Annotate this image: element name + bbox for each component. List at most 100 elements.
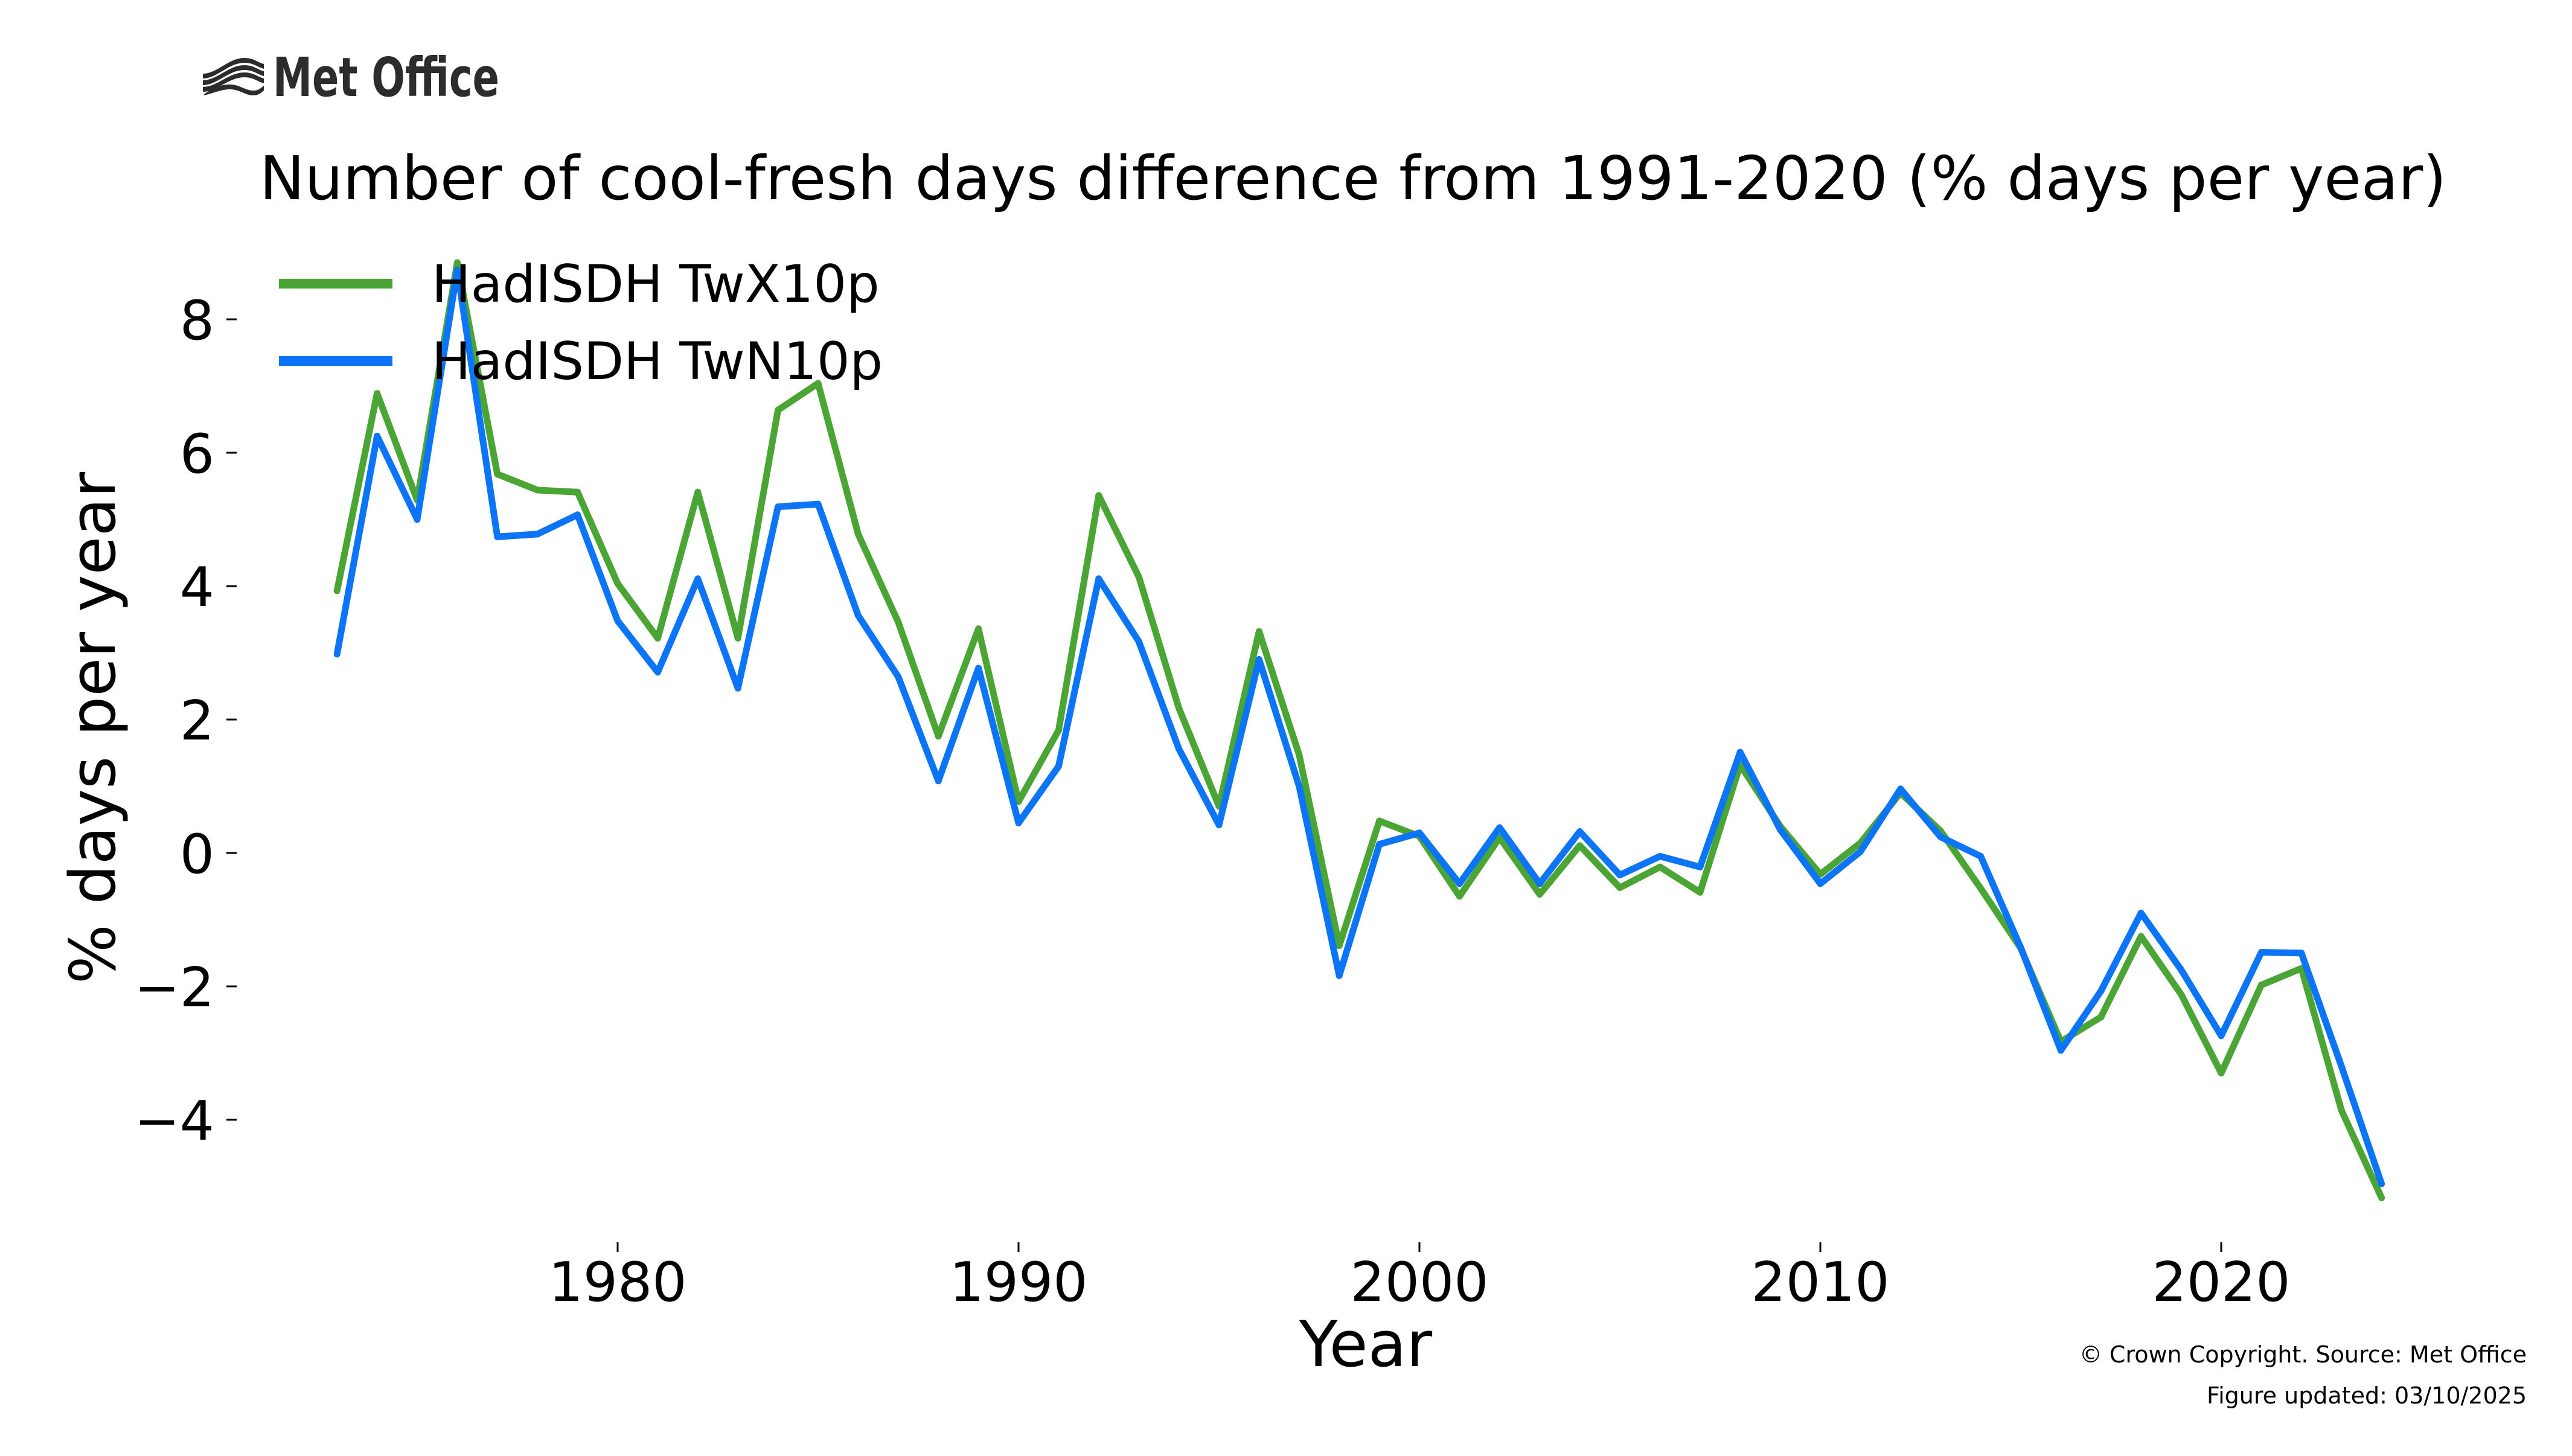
logo-text: Met Office [273, 46, 499, 109]
x-axis: 1980 1990 2000 2010 2020 [548, 1242, 2291, 1314]
data-point [654, 669, 661, 675]
data-point [1135, 573, 1142, 580]
data-point [1336, 942, 1343, 950]
data-point [534, 487, 541, 494]
legend-label-twx10p: HadISDH TwX10p [432, 254, 880, 315]
data-point [614, 618, 621, 624]
data-point [2097, 1014, 2105, 1021]
data-point [1055, 727, 1062, 734]
data-point [1095, 492, 1102, 499]
data-point [1496, 824, 1503, 831]
data-point [1456, 880, 1463, 887]
data-point [1536, 880, 1543, 887]
data-point [2137, 910, 2145, 916]
data-point [2218, 1070, 2225, 1077]
data-point [1736, 749, 1744, 756]
data-point [935, 777, 942, 785]
x-tick-label: 1980 [548, 1251, 686, 1314]
y-tick-label: 2 [180, 689, 214, 753]
data-point [1897, 785, 1904, 793]
y-tick-label: 8 [180, 289, 214, 353]
data-point [1336, 972, 1343, 979]
data-point [1697, 863, 1704, 870]
data-point [2378, 1194, 2385, 1201]
legend: HadISDH TwX10p HadISDH TwN10p [279, 254, 883, 392]
data-point [1656, 863, 1663, 870]
data-point [333, 651, 341, 658]
data-point [1817, 880, 1824, 887]
data-point [2257, 982, 2265, 989]
data-point [374, 432, 381, 439]
series-layer [333, 259, 2385, 1201]
x-axis-label: Year [1299, 1308, 1432, 1381]
data-point [1095, 575, 1102, 583]
data-point [333, 587, 341, 595]
series-line [333, 259, 2385, 1199]
y-axis: 8 6 4 2 0 −2 −4 [134, 289, 237, 1153]
data-point [2218, 1032, 2225, 1039]
data-point [574, 511, 581, 519]
x-tick-label: 2010 [1751, 1251, 1889, 1314]
data-point [1857, 848, 1864, 855]
data-point [2017, 944, 2024, 951]
y-tick-label: 4 [180, 556, 214, 619]
series-hadisdh-twn10p [333, 266, 2385, 1187]
series-hadisdh-twx10p [333, 259, 2385, 1201]
data-point [2338, 1063, 2345, 1070]
data-point [654, 634, 661, 642]
copyright-note: © Crown Copyright. Source: Met Office [2079, 1341, 2527, 1368]
data-point [935, 733, 942, 740]
data-point [854, 612, 862, 619]
data-point [1697, 889, 1704, 896]
data-point [2178, 991, 2185, 998]
data-point [1015, 819, 1022, 826]
data-point [694, 575, 702, 583]
data-point [1536, 891, 1543, 898]
series-line [333, 266, 2385, 1185]
legend-label-twn10p: HadISDH TwN10p [432, 331, 883, 392]
data-point [1456, 893, 1463, 900]
data-point [895, 619, 902, 626]
data-point [1416, 829, 1423, 837]
waves-icon [203, 58, 264, 95]
y-tick-label: −2 [134, 956, 214, 1020]
data-point [1296, 752, 1303, 759]
data-point [1376, 817, 1383, 825]
data-point [895, 673, 902, 680]
data-point [1135, 638, 1142, 645]
data-point [1296, 783, 1303, 790]
data-point [734, 634, 741, 642]
data-point [1176, 704, 1183, 712]
y-axis-label: % days per year [56, 472, 130, 984]
data-point [814, 380, 822, 387]
data-point [2178, 966, 2185, 973]
data-point [1176, 746, 1183, 753]
data-point [1576, 828, 1584, 835]
data-point [1576, 842, 1584, 849]
x-tick-label: 2020 [2152, 1251, 2290, 1314]
data-point [694, 488, 702, 496]
data-point [1255, 656, 1262, 663]
data-point [614, 580, 621, 587]
data-point [1015, 798, 1022, 805]
data-point [1496, 834, 1503, 841]
data-point [1215, 822, 1223, 829]
data-point [1255, 628, 1262, 635]
data-point [374, 390, 381, 397]
data-point [734, 685, 741, 692]
data-point [2057, 1047, 2064, 1054]
data-point [453, 259, 461, 266]
data-point [534, 531, 541, 538]
data-point [1656, 853, 1663, 860]
data-point [1977, 853, 1985, 860]
data-point [1977, 885, 1985, 892]
data-point [1777, 826, 1784, 833]
data-point [2137, 933, 2145, 940]
y-tick-label: −4 [134, 1090, 214, 1153]
y-tick-label: 6 [180, 423, 214, 486]
data-point [854, 531, 862, 538]
x-tick-label: 2000 [1350, 1251, 1488, 1314]
data-point [1055, 762, 1062, 770]
data-point [2378, 1180, 2385, 1187]
